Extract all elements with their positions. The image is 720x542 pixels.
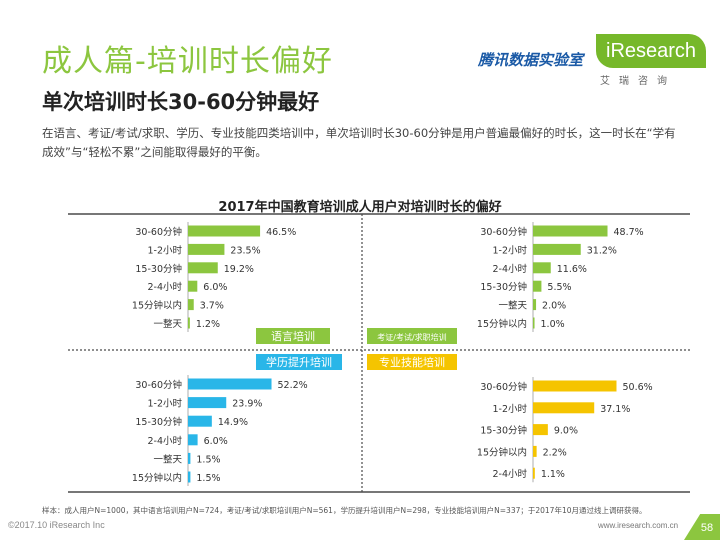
panel-2-category-label: 一整天	[153, 453, 182, 465]
panel-2-bar	[188, 452, 191, 464]
panel-0-category-label: 1-2小时	[147, 244, 182, 256]
panel-1-bar	[533, 225, 608, 237]
panel-1-value-label: 11.6%	[557, 264, 587, 275]
panel-3-category-label: 2-4小时	[492, 468, 527, 480]
panel-1-category-label: 30-60分钟	[480, 226, 527, 238]
panel-0-category-label: 2-4小时	[147, 281, 182, 293]
panel-0-bar	[188, 299, 194, 311]
panel-2-bar	[188, 415, 212, 427]
panel-0-category-label: 15分钟以内	[132, 300, 182, 312]
footer-url: www.iresearch.com.cn	[598, 521, 679, 530]
panel-3-value-label: 50.6%	[622, 382, 652, 393]
panel-2-tag-label: 学历提升培训	[266, 355, 332, 369]
panel-2-bar	[188, 378, 272, 390]
panel-2-value-label: 1.5%	[196, 454, 220, 465]
panel-1-bar	[533, 299, 537, 311]
panel-3-category-label: 30-60分钟	[480, 381, 527, 393]
panel-0-category-label: 30-60分钟	[135, 226, 182, 238]
panel-1-category-label: 一整天	[498, 300, 527, 312]
panel-2-category-label: 2-4小时	[147, 435, 182, 447]
panel-0-bar	[188, 243, 225, 255]
page-subtitle: 单次培训时长30-60分钟最好	[42, 90, 320, 114]
panel-2-category-label: 30-60分钟	[135, 379, 182, 391]
page-description: 在语言、考证/考试/求职、学历、专业技能四类培训中，单次培训时长30-60分钟是…	[42, 126, 676, 159]
panel-2-category-label: 15-30分钟	[135, 416, 182, 428]
panel-1-value-label: 2.0%	[542, 301, 566, 312]
panel-1-bar	[533, 280, 542, 292]
panel-3-value-label: 2.2%	[543, 447, 567, 458]
panel-1-bar	[533, 243, 581, 255]
panel-0-category-label: 15-30分钟	[135, 263, 182, 275]
panel-0-bar	[188, 262, 218, 274]
panel-3-bar	[533, 380, 617, 392]
panel-1-value-label: 1.0%	[541, 319, 565, 330]
panel-3-bar	[533, 424, 548, 436]
panel-1-bar	[533, 262, 551, 274]
panel-0-value-label: 19.2%	[224, 264, 254, 275]
panel-2-bar	[188, 471, 191, 483]
panel-0-value-label: 46.5%	[266, 227, 296, 238]
panel-1-value-label: 48.7%	[614, 227, 644, 238]
panel-2-bar	[188, 434, 198, 446]
tencent-logo: 腾讯数据实验室	[478, 51, 584, 69]
panel-0-bar	[188, 317, 190, 329]
panel-2-value-label: 52.2%	[278, 380, 308, 391]
panel-2-value-label: 1.5%	[196, 473, 220, 484]
panel-3-category-label: 15分钟以内	[477, 446, 527, 458]
panel-3-category-label: 15-30分钟	[480, 425, 527, 437]
panel-2-category-label: 1-2小时	[147, 398, 182, 410]
panel-2-value-label: 14.9%	[218, 417, 248, 428]
panel-3-tag-bg	[367, 354, 457, 370]
page-title: 成人篇-培训时长偏好	[42, 44, 333, 79]
page-number-text: 58	[700, 522, 714, 534]
panel-1-category-label: 2-4小时	[492, 263, 527, 275]
panel-0-value-label: 1.2%	[196, 319, 220, 330]
panel-3-bar	[533, 402, 595, 414]
panel-0-bar	[188, 280, 198, 292]
panel-2-tag-bg	[256, 354, 342, 370]
panel-1-tag-bg	[367, 328, 457, 344]
panel-1-value-label: 31.2%	[587, 245, 617, 256]
panel-3-tag-label: 专业技能培训	[379, 355, 445, 369]
panel-0-value-label: 3.7%	[200, 301, 224, 312]
footer-note: 样本：成人用户N=1000，其中语言培训用户N=724，考证/考试/求职培训用户…	[42, 506, 647, 515]
panel-1-category-label: 1-2小时	[492, 244, 527, 256]
iresearch-logo: iResearch	[596, 34, 707, 68]
panel-1-value-label: 5.5%	[547, 282, 571, 293]
panel-3-value-label: 9.0%	[554, 426, 578, 437]
panel-0-tag-label: 语言培训	[271, 329, 315, 343]
panel-2-category-label: 15分钟以内	[132, 472, 182, 484]
iresearch-logo-sub: 艾瑞咨询	[600, 76, 676, 87]
panel-3-value-label: 1.1%	[541, 469, 565, 480]
panel-3-bar	[533, 445, 537, 457]
panel-0-value-label: 6.0%	[203, 282, 227, 293]
panel-3-bar	[533, 467, 535, 479]
panel-0-bar	[188, 225, 261, 237]
panel-1-tag-label: 考证/考试/求职培训	[377, 332, 446, 342]
panel-1-category-label: 15-30分钟	[480, 281, 527, 293]
panel-1-category-label: 15分钟以内	[477, 318, 527, 330]
footer-source: ©2017.10 iResearch Inc	[8, 520, 105, 530]
panel-2-bar	[188, 397, 227, 409]
panel-1-bar	[533, 317, 535, 329]
panel-2-value-label: 23.9%	[232, 399, 262, 410]
panel-0-tag-bg	[256, 328, 330, 344]
chart-title: 2017年中国教育培训成人用户对培训时长的偏好	[218, 200, 502, 215]
panel-2-value-label: 6.0%	[204, 436, 228, 447]
panel-3-value-label: 37.1%	[600, 404, 630, 415]
panel-3-category-label: 1-2小时	[492, 403, 527, 415]
panel-0-category-label: 一整天	[153, 318, 182, 330]
panel-0-value-label: 23.5%	[230, 245, 260, 256]
